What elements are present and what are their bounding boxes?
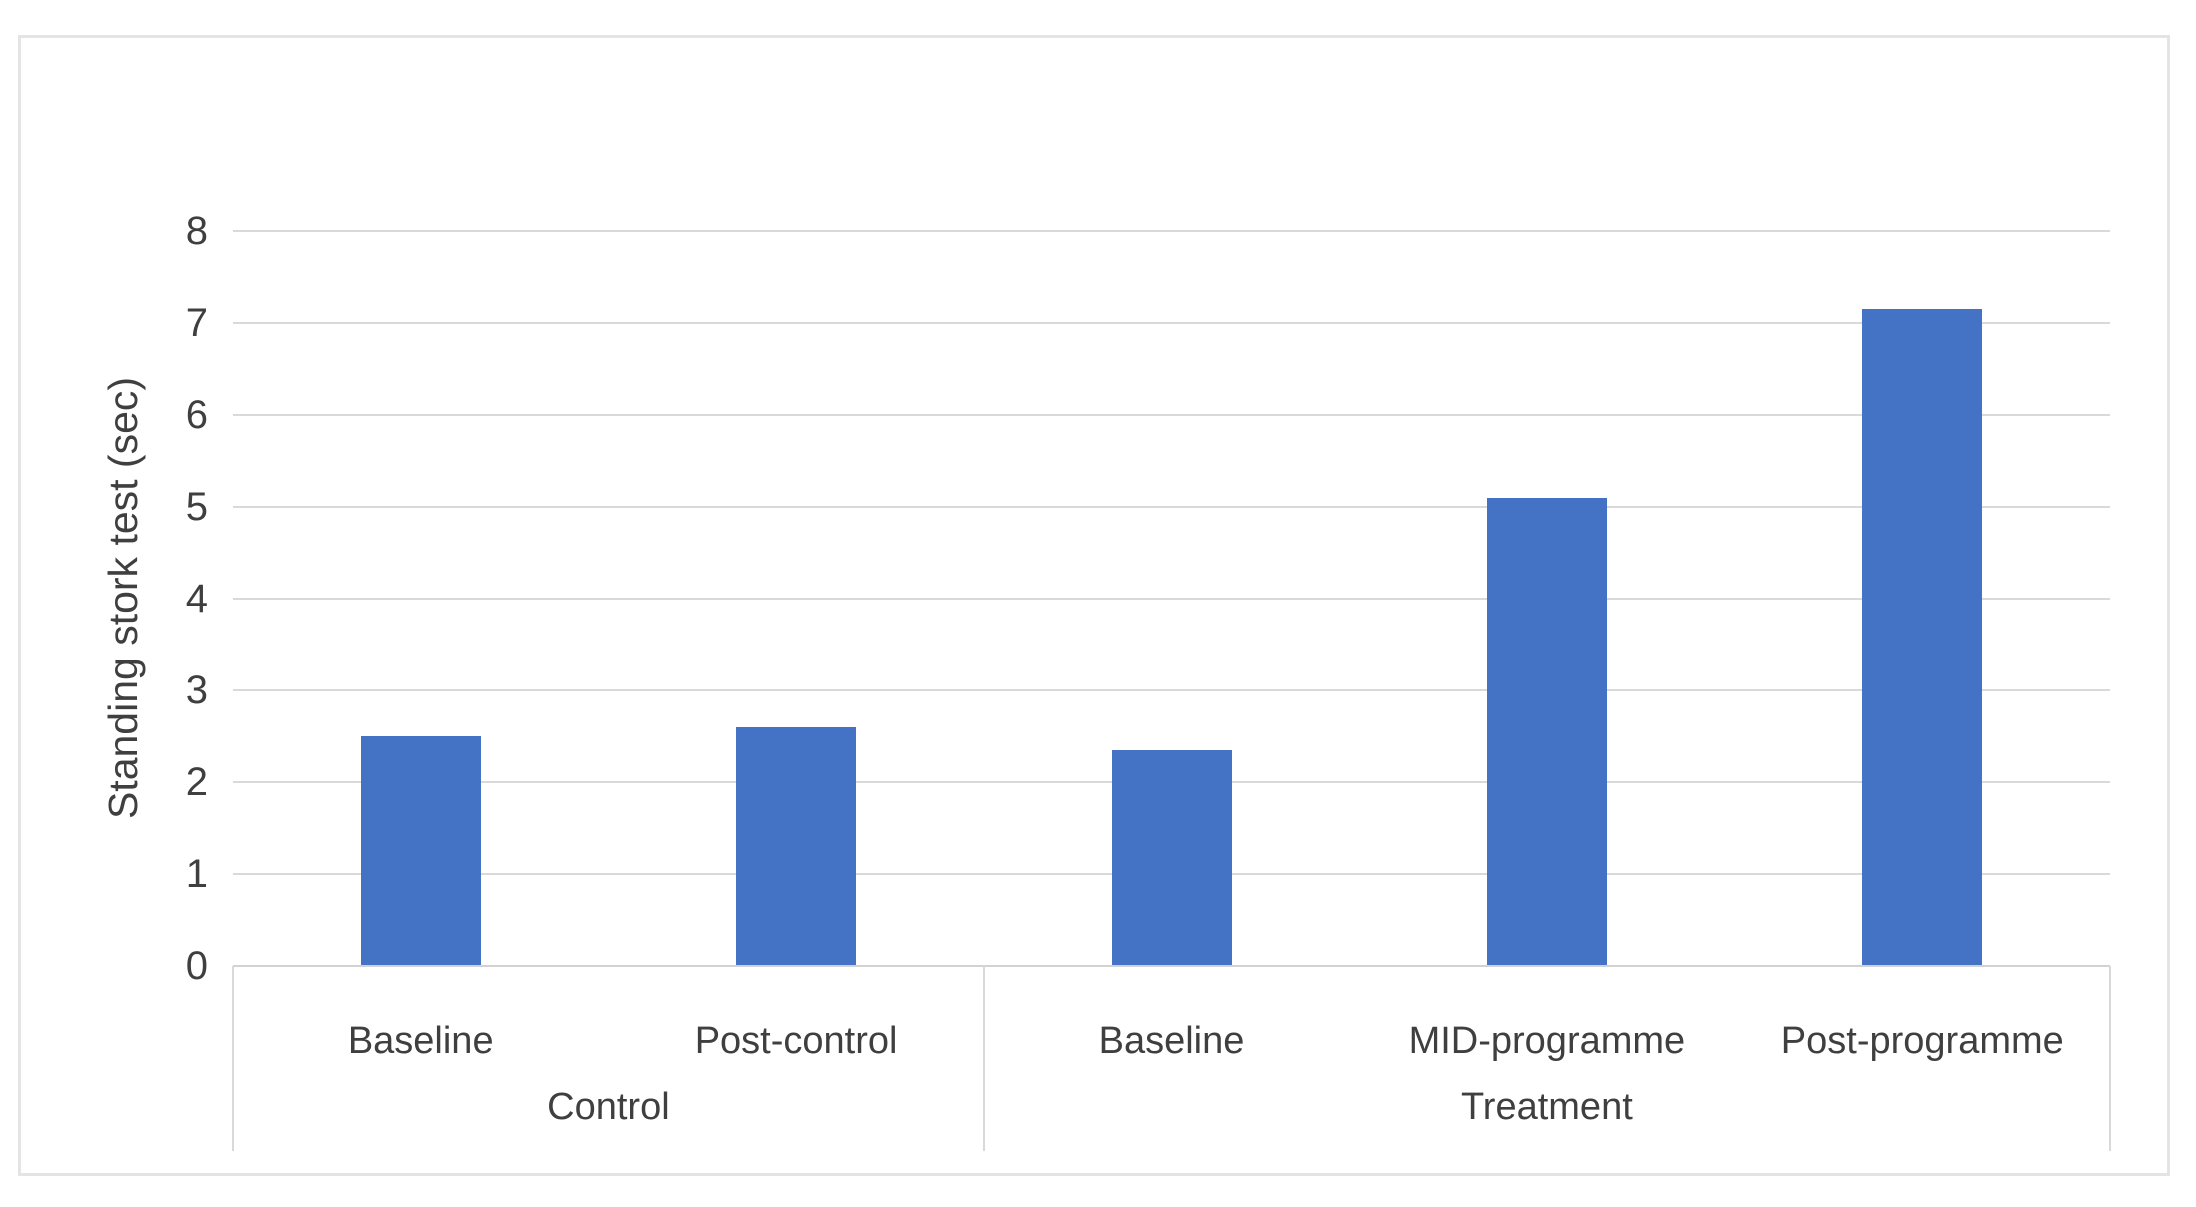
gridline (233, 505, 2110, 508)
y-tick-label: 3 (185, 668, 208, 713)
category-label: Post-control (694, 1020, 898, 1062)
bar (1486, 497, 1607, 966)
group-separator (2109, 966, 2111, 1151)
y-tick-label: 1 (185, 852, 208, 897)
bar (1862, 309, 1983, 966)
group-separator (232, 966, 234, 1151)
group-label: Treatment (1461, 1086, 1633, 1128)
y-tick-label: 2 (185, 760, 208, 805)
gridline (233, 689, 2110, 692)
bar (1111, 750, 1232, 966)
group-separator (982, 966, 985, 1151)
chart-canvas (18, 35, 2170, 1176)
category-label: Baseline (347, 1020, 494, 1062)
y-tick-label: 6 (185, 392, 208, 437)
y-tick-label: 5 (185, 484, 208, 529)
bar (736, 727, 857, 966)
gridline (233, 322, 2110, 325)
gridline (233, 230, 2110, 233)
y-tick-label: 0 (185, 944, 208, 988)
group-label: Control (547, 1086, 670, 1128)
category-label: Post-programme (1780, 1020, 2064, 1062)
bar (360, 736, 481, 966)
category-label: MID-programme (1408, 1020, 1686, 1062)
y-tick-label: 8 (185, 209, 208, 254)
gridline (233, 413, 2110, 416)
gridline (233, 597, 2110, 600)
y-tick-label: 7 (185, 301, 208, 346)
y-tick-label: 4 (185, 576, 208, 621)
category-label: Baseline (1098, 1020, 1245, 1062)
x-axis-line (233, 965, 2110, 967)
